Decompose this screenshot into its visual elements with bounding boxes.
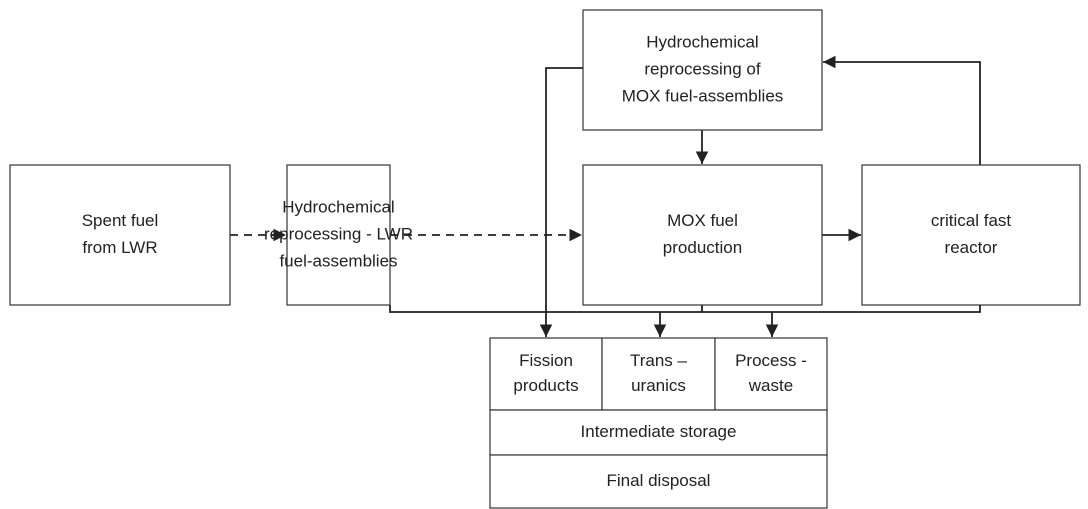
- box: [582, 164, 823, 306]
- connectors: [230, 55, 981, 337]
- box: [582, 9, 823, 131]
- box-label: Hydrochemical: [282, 197, 394, 216]
- box-label: reactor: [945, 238, 998, 257]
- arrow: [539, 67, 583, 337]
- boxes: Spent fuel from LWR Hydrochemical reprocess…: [9, 9, 1081, 509]
- box-label: production: [663, 238, 742, 257]
- box-label: Hydrochemical: [646, 32, 758, 51]
- box-label: Intermediate storage: [581, 422, 737, 441]
- box: [489, 454, 828, 509]
- box: [714, 337, 828, 411]
- box: [9, 164, 231, 306]
- box-label: Process -: [735, 351, 807, 370]
- box-label: Final disposal: [607, 471, 711, 490]
- line: [389, 305, 981, 313]
- arrow: [823, 55, 981, 165]
- box-label: critical fast: [931, 211, 1012, 230]
- box: [489, 409, 828, 456]
- box-label: waste: [748, 376, 793, 395]
- box-label: from LWR: [82, 238, 157, 257]
- box-label: Trans –: [630, 351, 688, 370]
- box-label: products: [513, 376, 578, 395]
- box-label: MOX fuel: [667, 211, 738, 230]
- box: [861, 164, 1081, 306]
- box: [489, 337, 603, 411]
- box-label: uranics: [631, 376, 686, 395]
- box: [286, 164, 391, 306]
- box-label: MOX fuel-assemblies: [622, 86, 784, 105]
- box: [601, 337, 716, 411]
- box-label: Fission: [519, 351, 573, 370]
- box-label: Spent fuel: [82, 211, 159, 230]
- box-label: fuel-assemblies: [279, 251, 397, 270]
- box-label: reprocessing - LWR: [264, 224, 413, 243]
- box-label: reprocessing of: [644, 59, 761, 78]
